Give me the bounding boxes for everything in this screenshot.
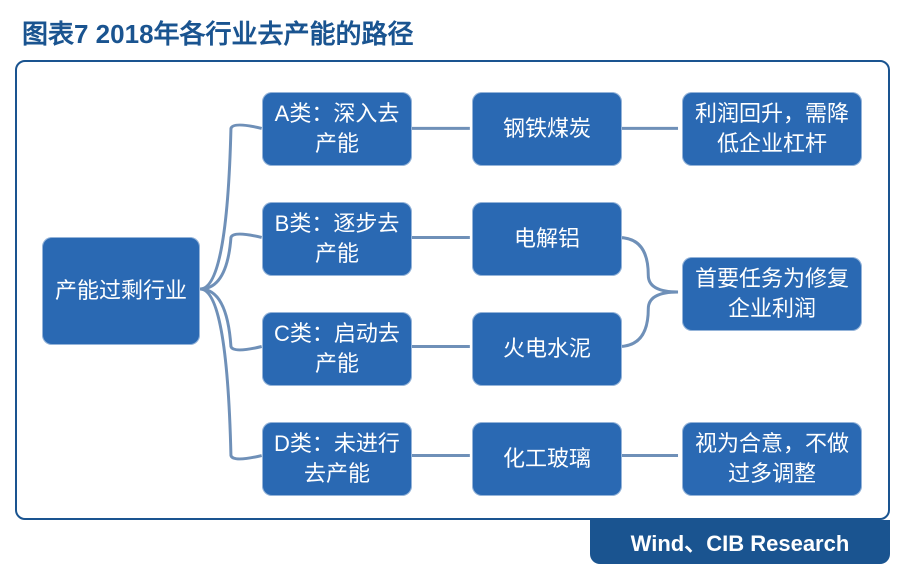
node-outcome-d: 视为合意，不做过多调整	[682, 422, 862, 496]
node-outcome-bc: 首要任务为修复企业利润	[682, 257, 862, 331]
node-category-d: D类：未进行去产能	[262, 422, 412, 496]
node-outcome-a: 利润回升，需降低企业杠杆	[682, 92, 862, 166]
chart-title: 图表7 2018年各行业去产能的路径	[0, 0, 905, 61]
node-industry-b: 电解铝	[472, 202, 622, 276]
diagram-panel: 产能过剩行业 A类：深入去产能 B类：逐步去产能 C类：启动去产能 D类：未进行…	[15, 60, 890, 520]
node-industry-c: 火电水泥	[472, 312, 622, 386]
node-industry-a: 钢铁煤炭	[472, 92, 622, 166]
node-category-c: C类：启动去产能	[262, 312, 412, 386]
node-root: 产能过剩行业	[42, 237, 200, 345]
node-industry-d: 化工玻璃	[472, 422, 622, 496]
node-category-b: B类：逐步去产能	[262, 202, 412, 276]
source-badge: Wind、CIB Research	[590, 520, 890, 564]
node-category-a: A类：深入去产能	[262, 92, 412, 166]
